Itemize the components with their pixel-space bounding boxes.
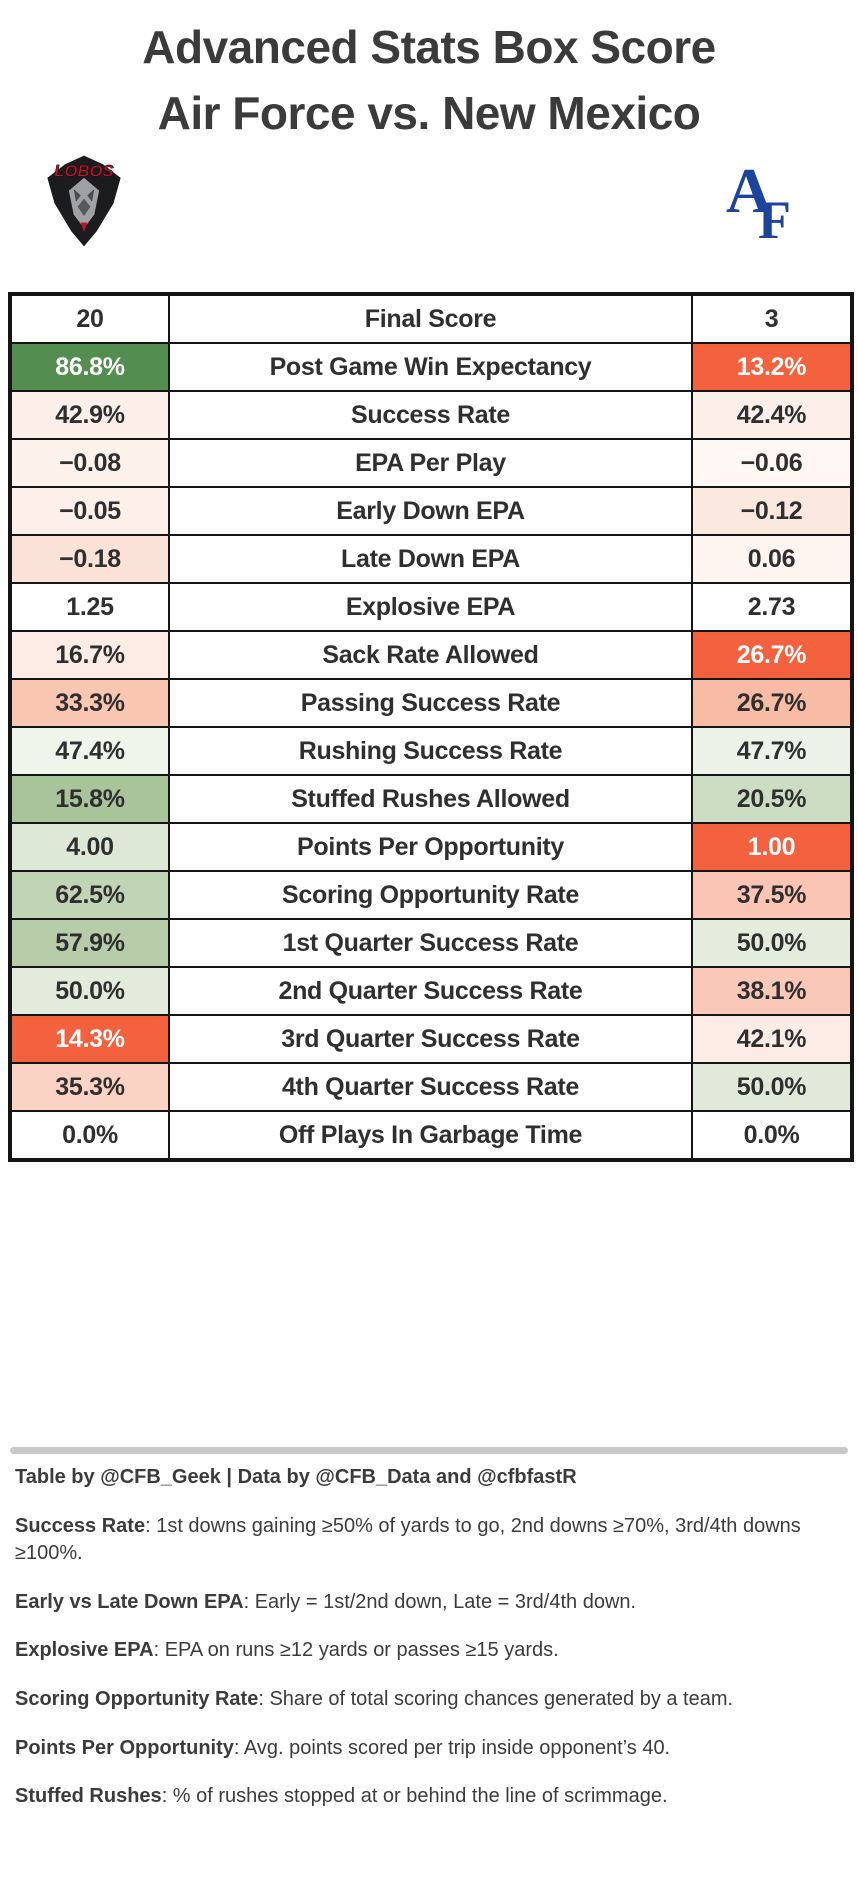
horizontal-scrollbar[interactable]: [10, 1447, 848, 1454]
stat-row: 86.8% Post Game Win Expectancy 13.2%: [9, 342, 853, 392]
air-force-value-cell: 0.0%: [691, 1110, 853, 1161]
air-force-value-cell: 42.1%: [691, 1014, 853, 1064]
stat-name-cell: Success Rate: [168, 390, 693, 440]
footnotes: Table by @CFB_Geek | Data by @CFB_Data a…: [15, 1464, 843, 1832]
wolf-shield-icon: LOBOS: [47, 155, 121, 247]
stat-name-cell: Rushing Success Rate: [168, 726, 693, 776]
air-force-value-cell: −0.12: [691, 486, 853, 536]
stat-row: 20 Final Score 3: [9, 293, 853, 344]
stat-definition-term: Stuffed Rushes: [15, 1785, 162, 1808]
stat-row: 4.00 Points Per Opportunity 1.00: [9, 822, 853, 872]
stat-row: 15.8% Stuffed Rushes Allowed 20.5%: [9, 774, 853, 824]
new-mexico-value-cell: 15.8%: [9, 774, 170, 824]
new-mexico-value-cell: −0.05: [9, 486, 170, 536]
af-monogram-icon: A F: [726, 155, 791, 250]
stat-name-cell: Stuffed Rushes Allowed: [168, 774, 693, 824]
new-mexico-value-cell: −0.18: [9, 534, 170, 584]
stat-row: −0.18 Late Down EPA 0.06: [9, 534, 853, 584]
new-mexico-value-cell: 35.3%: [9, 1062, 170, 1112]
air-force-value-cell: 1.00: [691, 822, 853, 872]
advanced-stats-table: 20 Final Score 3 86.8% Post Game Win Expecta…: [8, 292, 854, 1162]
air-force-value-cell: 42.4%: [691, 390, 853, 440]
stat-name-cell: 4th Quarter Success Rate: [168, 1062, 693, 1112]
matchup-subtitle: Air Force vs. New Mexico: [157, 87, 701, 139]
air-force-value-cell: 47.7%: [691, 726, 853, 776]
air-force-value-cell: 13.2%: [691, 342, 853, 392]
stat-name-cell: Explosive EPA: [168, 582, 693, 632]
new-mexico-value-cell: 1.25: [9, 582, 170, 632]
new-mexico-value-cell: 33.3%: [9, 678, 170, 728]
stat-row: 50.0% 2nd Quarter Success Rate 38.1%: [9, 966, 853, 1016]
stat-name-cell: 3rd Quarter Success Rate: [168, 1014, 693, 1064]
air-force-value-cell: 0.06: [691, 534, 853, 584]
stat-definition-term: Explosive EPA: [15, 1639, 154, 1662]
svg-text:F: F: [758, 190, 791, 240]
new-mexico-value-cell: 20: [9, 293, 170, 344]
stat-name-cell: Scoring Opportunity Rate: [168, 870, 693, 920]
stat-definition-term: Points Per Opportunity: [15, 1736, 234, 1759]
stat-row: −0.05 Early Down EPA −0.12: [9, 486, 853, 536]
stat-row: −0.08 EPA Per Play −0.06: [9, 438, 853, 488]
stat-row: 47.4% Rushing Success Rate 47.7%: [9, 726, 853, 776]
stat-name-cell: 2nd Quarter Success Rate: [168, 966, 693, 1016]
stat-definition: Scoring Opportunity Rate: Share of total…: [15, 1687, 734, 1710]
svg-text:A: A: [726, 156, 772, 226]
stat-definition: Explosive EPA: EPA on runs ≥12 yards or …: [15, 1639, 559, 1662]
stat-name-cell: Points Per Opportunity: [168, 822, 693, 872]
stat-definition: Success Rate: 1st downs gaining ≥50% of …: [15, 1514, 801, 1565]
stat-definition-term: Early vs Late Down EPA: [15, 1590, 244, 1613]
new-mexico-value-cell: 0.0%: [9, 1110, 170, 1161]
page-title: Advanced Stats Box Score: [142, 21, 716, 73]
air-force-value-cell: 3: [691, 293, 853, 344]
air-force-value-cell: 37.5%: [691, 870, 853, 920]
stat-name-cell: Off Plays In Garbage Time: [168, 1110, 693, 1161]
stat-definition-term: Success Rate: [15, 1514, 146, 1537]
air-force-value-cell: 2.73: [691, 582, 853, 632]
new-mexico-value-cell: 42.9%: [9, 390, 170, 440]
stat-row: 42.9% Success Rate 42.4%: [9, 390, 853, 440]
new-mexico-value-cell: −0.08: [9, 438, 170, 488]
new-mexico-value-cell: 62.5%: [9, 870, 170, 920]
stat-row: 33.3% Passing Success Rate 26.7%: [9, 678, 853, 728]
air-force-value-cell: 26.7%: [691, 630, 853, 680]
stat-name-cell: Late Down EPA: [168, 534, 693, 584]
stat-row: 35.3% 4th Quarter Success Rate 50.0%: [9, 1062, 853, 1112]
new-mexico-value-cell: 86.8%: [9, 342, 170, 392]
air-force-logo: A F: [724, 155, 802, 250]
new-mexico-value-cell: 57.9%: [9, 918, 170, 968]
air-force-value-cell: 38.1%: [691, 966, 853, 1016]
stat-row: 57.9% 1st Quarter Success Rate 50.0%: [9, 918, 853, 968]
air-force-value-cell: 20.5%: [691, 774, 853, 824]
new-mexico-value-cell: 4.00: [9, 822, 170, 872]
air-force-value-cell: 50.0%: [691, 918, 853, 968]
stat-definition: Stuffed Rushes: % of rushes stopped at o…: [15, 1785, 668, 1808]
new-mexico-value-cell: 50.0%: [9, 966, 170, 1016]
stat-name-cell: EPA Per Play: [168, 438, 693, 488]
stat-definition: Points Per Opportunity: Avg. points scor…: [15, 1736, 671, 1759]
svg-text:LOBOS: LOBOS: [54, 161, 113, 180]
stat-name-cell: Final Score: [168, 293, 693, 344]
stat-row: 62.5% Scoring Opportunity Rate 37.5%: [9, 870, 853, 920]
stat-name-cell: Early Down EPA: [168, 486, 693, 536]
stat-row: 16.7% Sack Rate Allowed 26.7%: [9, 630, 853, 680]
stat-name-cell: Post Game Win Expectancy: [168, 342, 693, 392]
air-force-value-cell: 26.7%: [691, 678, 853, 728]
new-mexico-lobos-logo: LOBOS: [44, 154, 124, 253]
attribution-line: Table by @CFB_Geek | Data by @CFB_Data a…: [15, 1466, 577, 1488]
stat-name-cell: Sack Rate Allowed: [168, 630, 693, 680]
new-mexico-value-cell: 14.3%: [9, 1014, 170, 1064]
air-force-value-cell: 50.0%: [691, 1062, 853, 1112]
stat-definition: Early vs Late Down EPA: Early = 1st/2nd …: [15, 1590, 637, 1613]
stat-definition-term: Scoring Opportunity Rate: [15, 1687, 259, 1710]
stat-row: 14.3% 3rd Quarter Success Rate 42.1%: [9, 1014, 853, 1064]
stat-name-cell: Passing Success Rate: [168, 678, 693, 728]
stat-row: 0.0% Off Plays In Garbage Time 0.0%: [9, 1110, 853, 1161]
stat-row: 1.25 Explosive EPA 2.73: [9, 582, 853, 632]
air-force-value-cell: −0.06: [691, 438, 853, 488]
new-mexico-value-cell: 16.7%: [9, 630, 170, 680]
new-mexico-value-cell: 47.4%: [9, 726, 170, 776]
stat-name-cell: 1st Quarter Success Rate: [168, 918, 693, 968]
